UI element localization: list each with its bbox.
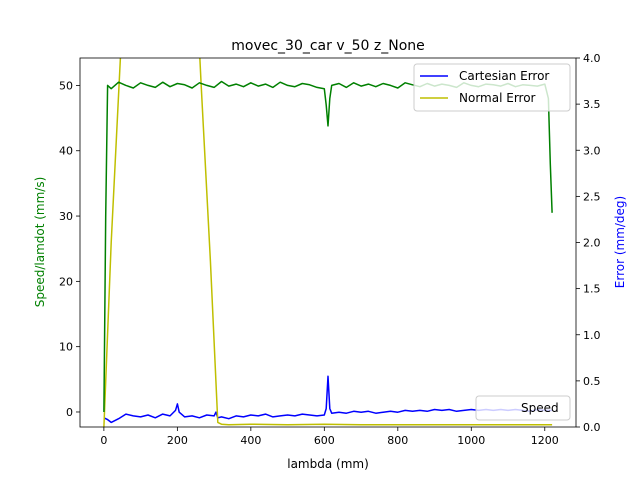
y-left-axis-label: Speed/lamdot (mm/s)	[33, 177, 47, 308]
y-right-tick-label: 2.0	[583, 237, 601, 250]
x-axis-label: lambda (mm)	[287, 457, 369, 471]
y-left-tick-label: 10	[59, 341, 73, 354]
legend-upper: Cartesian Error Normal Error	[413, 63, 571, 112]
y-right-tick-label: 1.0	[583, 329, 601, 342]
legend-upper-box	[413, 63, 571, 112]
y-right-tick-label: 0.5	[583, 375, 601, 388]
legend-cartesian-label: Cartesian Error	[459, 69, 549, 83]
y-left-tick-label: 40	[59, 145, 73, 158]
y-right-tick-label: 2.5	[583, 190, 601, 203]
x-tick-label: 200	[167, 434, 188, 447]
y-left-tick-label: 0	[66, 406, 73, 419]
y-left-tick-label: 30	[59, 210, 73, 223]
x-tick-label: 0	[100, 434, 107, 447]
series-line-cartesian-error	[103, 375, 553, 424]
y-right-tick-label: 3.5	[583, 98, 601, 111]
series-line-normal-error	[103, 58, 553, 427]
y-right-tick-label: 3.0	[583, 144, 601, 157]
y-right-tick-label: 1.5	[583, 283, 601, 296]
ticks-layer: 0 200 400 600 800 1000 1200 0 10 20 30 40 50 0.0 0.5 1.…	[59, 52, 601, 447]
legend-speed-label: Speed	[521, 401, 559, 415]
y-left-tick-label: 50	[59, 79, 73, 92]
chart-title: movec_30_car v_50 z_None	[231, 38, 425, 54]
y-right-axis-label: Error (mm/deg)	[613, 196, 627, 288]
legend-lower-box	[475, 395, 571, 421]
x-tick-label: 400	[240, 434, 261, 447]
x-tick-label: 1000	[457, 434, 485, 447]
x-tick-label: 600	[314, 434, 335, 447]
x-tick-label: 800	[387, 434, 408, 447]
y-left-tick-label: 20	[59, 275, 73, 288]
legend-normal-label: Normal Error	[459, 91, 536, 105]
x-tick-label: 1200	[531, 434, 559, 447]
y-right-tick-label: 4.0	[583, 52, 601, 65]
y-right-tick-label: 0.0	[583, 421, 601, 434]
legend-lower: Speed	[475, 395, 571, 421]
